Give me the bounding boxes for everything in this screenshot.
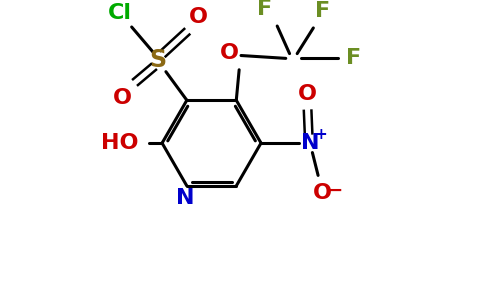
Text: O: O — [312, 182, 332, 203]
Text: O: O — [220, 43, 239, 63]
Text: F: F — [257, 0, 272, 19]
Text: S: S — [150, 48, 167, 72]
Text: N: N — [301, 133, 320, 153]
Text: HO: HO — [102, 133, 139, 153]
Text: O: O — [189, 8, 208, 28]
Text: F: F — [315, 1, 331, 21]
Text: N: N — [176, 188, 194, 208]
Text: O: O — [298, 84, 317, 103]
Text: F: F — [346, 48, 361, 68]
Text: O: O — [113, 88, 132, 108]
Text: Cl: Cl — [108, 3, 132, 23]
Text: −: − — [327, 181, 344, 200]
Text: +: + — [315, 127, 327, 142]
